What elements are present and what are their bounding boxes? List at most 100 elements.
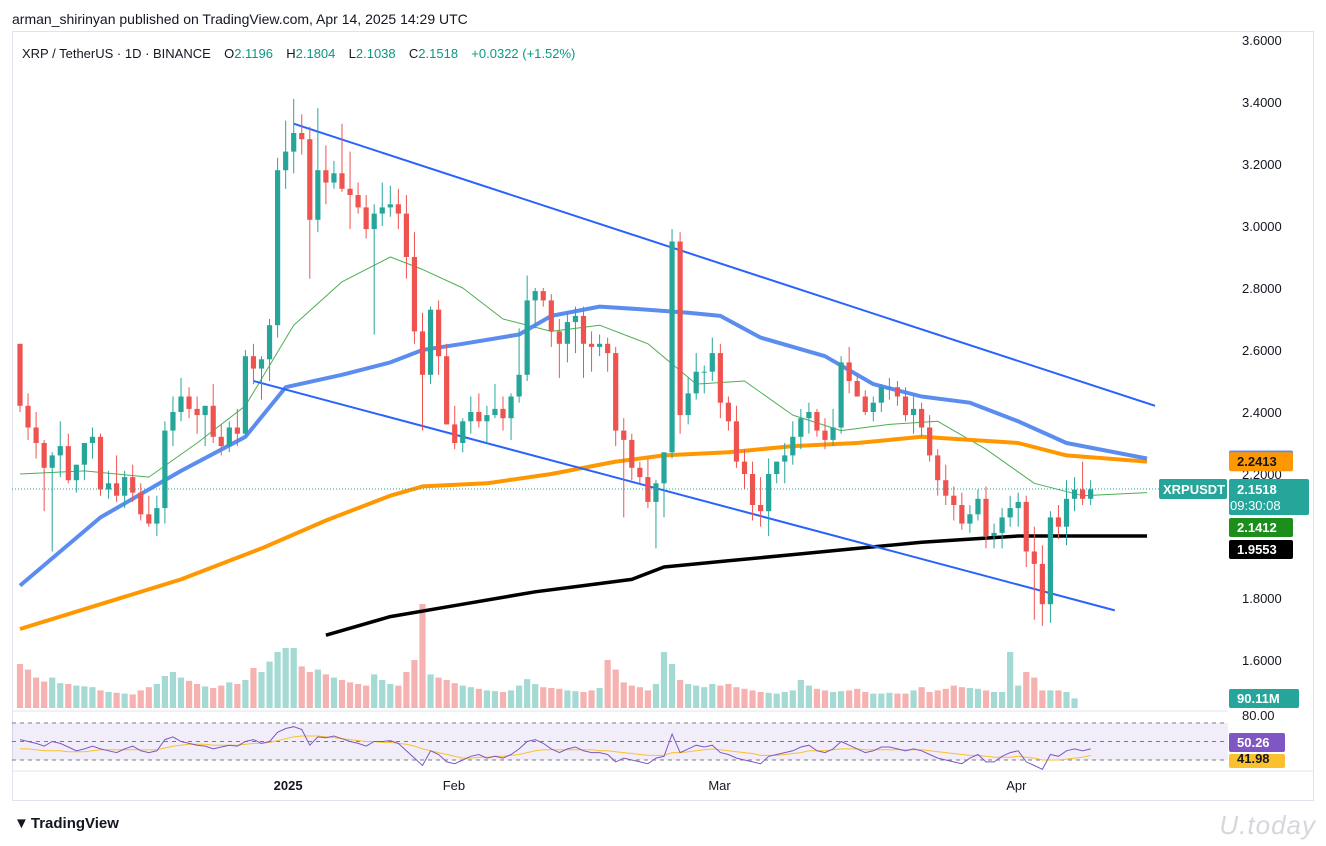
candle-body — [419, 331, 426, 375]
volume-bar — [403, 672, 410, 708]
volume-bar — [757, 692, 764, 708]
candle-body — [323, 170, 329, 183]
volume-bar — [974, 688, 982, 708]
volume-bar — [950, 685, 957, 708]
candle-body — [749, 474, 756, 505]
candle-body — [1039, 563, 1045, 605]
candle-body — [661, 452, 667, 484]
volume-bar — [966, 688, 973, 708]
volume-bar — [701, 687, 708, 708]
candle-body — [452, 424, 458, 443]
countdown-tag: 09:30:08 — [1230, 498, 1281, 513]
candle-body — [1055, 517, 1062, 527]
candle-body — [105, 483, 112, 490]
candle-body — [790, 436, 796, 456]
trendline-upper[interactable] — [293, 122, 1156, 407]
volume-bar — [781, 692, 788, 708]
volume-bar — [258, 672, 265, 708]
volume-bar — [693, 685, 700, 708]
candle-body — [846, 362, 852, 381]
candle-body — [975, 498, 981, 515]
volume-bar — [572, 691, 579, 708]
candle-body — [387, 204, 393, 208]
volume-bar — [65, 684, 72, 708]
volume-bar — [459, 685, 466, 708]
candle-body — [782, 455, 788, 462]
candle-body — [315, 170, 321, 220]
candle-body — [65, 446, 71, 481]
volume-bar — [81, 686, 88, 708]
candle-body — [49, 455, 55, 468]
close-label: C — [408, 46, 419, 61]
candle-body — [588, 343, 595, 347]
volume-bar — [346, 682, 354, 708]
candle-body — [130, 477, 136, 493]
high-value: 2.1804 — [295, 46, 336, 61]
candle-body — [838, 362, 844, 428]
volume-bar — [789, 690, 796, 708]
candle-body — [741, 461, 748, 474]
candle-body — [1015, 501, 1021, 509]
candle-body — [379, 207, 385, 214]
time-tick-label: Mar — [708, 778, 731, 793]
volume-bar — [1063, 692, 1070, 708]
candle-body — [580, 315, 587, 344]
candle-body — [1007, 508, 1013, 518]
volume-bar — [677, 680, 684, 708]
volume-bar — [97, 690, 104, 708]
candle-body — [122, 477, 128, 496]
volume-bar — [668, 664, 676, 708]
candle-body — [870, 402, 876, 412]
candle-body — [234, 427, 240, 434]
candle-body — [878, 387, 884, 403]
candle-body — [202, 405, 208, 416]
candle-body — [774, 461, 780, 474]
time-tick-label: Apr — [1006, 778, 1027, 793]
last-price-tag: 2.1518 — [1237, 482, 1277, 497]
volume-bar — [773, 693, 780, 708]
volume-bar — [161, 676, 168, 708]
trendline-lower[interactable] — [253, 380, 1116, 612]
symbol-title[interactable]: XRP / TetherUS · 1D · BINANCE — [22, 46, 211, 61]
volume-bar — [524, 679, 531, 708]
change-value: +0.0322 (+1.52%) — [471, 46, 576, 61]
volume-bar — [685, 684, 692, 708]
volume-bar — [185, 680, 193, 708]
volume-bar — [805, 685, 812, 708]
candle-body — [597, 343, 603, 347]
tradingview-logo[interactable]: ▼ TradingView — [14, 815, 119, 832]
low-label: L — [348, 46, 356, 61]
volume-bar — [564, 690, 571, 708]
symbol-legend[interactable]: XRP / TetherUS · 1D · BINANCE O2.1196 H2… — [22, 46, 575, 61]
candle-body — [427, 309, 434, 375]
close-value: 2.1518 — [418, 46, 459, 61]
candle-body — [822, 430, 828, 440]
price-tick-label: 3.2000 — [1242, 157, 1282, 172]
candle-body — [999, 517, 1005, 533]
low-value: 2.1038 — [355, 46, 396, 61]
candle-body — [854, 381, 860, 397]
candle-body — [701, 371, 707, 373]
volume-tag-bg — [1229, 689, 1299, 708]
volume-bar — [153, 684, 160, 708]
volume-bar — [282, 648, 289, 708]
candle-body — [798, 418, 804, 437]
volume-bar — [1047, 690, 1054, 708]
time-tick-label: Feb — [443, 778, 465, 793]
volume-bar — [749, 690, 756, 708]
volume-bar — [33, 677, 40, 708]
volume-bar — [596, 688, 603, 708]
candle-body — [516, 374, 522, 397]
volume-tag: 90.11M — [1237, 691, 1280, 706]
candle-body — [733, 421, 740, 462]
volume-bar — [1071, 698, 1078, 708]
candle-body — [57, 446, 63, 456]
candle-body — [339, 173, 345, 189]
volume-bar — [725, 684, 732, 708]
volume-bar — [612, 669, 619, 708]
volume-bar — [242, 680, 249, 708]
volume-bar — [1039, 690, 1046, 708]
volume-bar — [475, 688, 482, 708]
volume-bar — [57, 683, 64, 708]
